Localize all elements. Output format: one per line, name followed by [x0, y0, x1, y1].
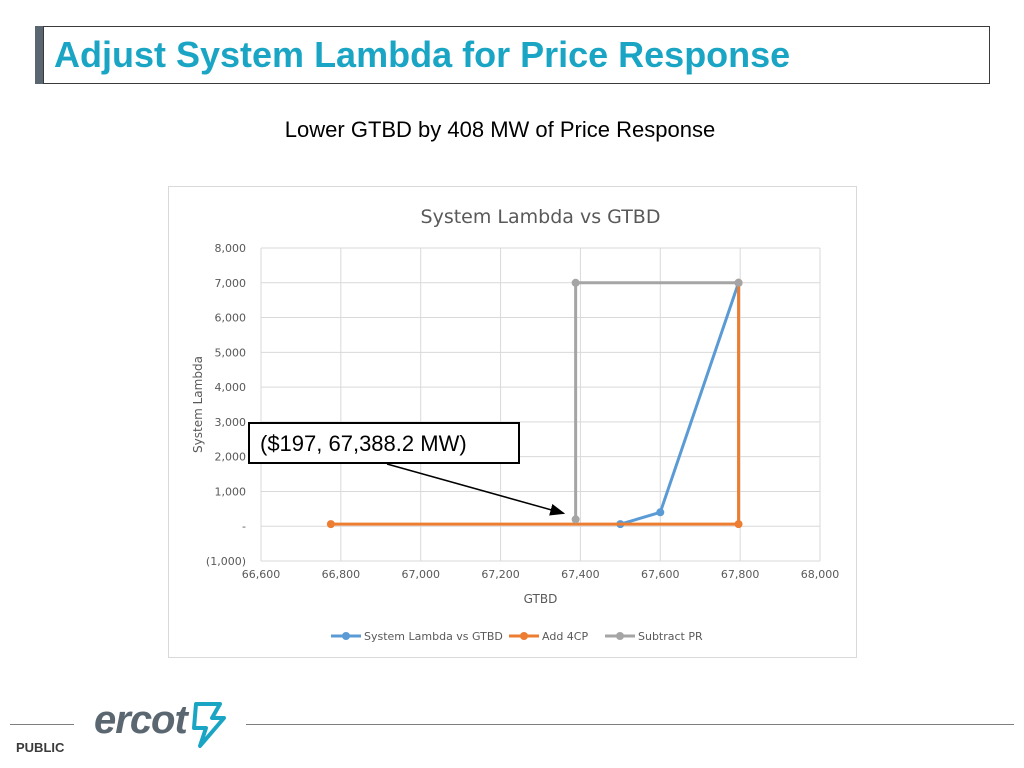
ercot-logo: ercot: [94, 698, 188, 742]
legend-label: System Lambda vs GTBD: [364, 630, 503, 643]
title-box: [43, 26, 990, 84]
annotation-callout: ($197, 67,388.2 MW): [248, 422, 520, 464]
y-tick-label: 8,000: [215, 242, 247, 255]
footer-divider-right: [246, 724, 1014, 725]
y-axis-label: System Lambda: [191, 356, 205, 453]
x-tick-label: 68,000: [801, 568, 840, 581]
annotation-arrow: [386, 463, 566, 516]
slide-title: Adjust System Lambda for Price Response: [54, 34, 791, 75]
legend-marker: [616, 632, 624, 640]
legend-label: Subtract PR: [638, 630, 703, 643]
classification-label: PUBLIC: [16, 740, 65, 755]
series-line: [574, 281, 739, 520]
y-tick-label: 7,000: [215, 277, 247, 290]
x-tick-label: 66,600: [242, 568, 281, 581]
y-tick-label: 3,000: [215, 416, 247, 429]
data-point: [734, 520, 743, 529]
data-point: [571, 278, 580, 287]
lightning-bolt-icon: [192, 702, 226, 748]
x-tick-label: 67,600: [641, 568, 680, 581]
legend-label: Add 4CP: [542, 630, 588, 643]
y-tick-label: -: [242, 520, 246, 533]
x-tick-label: 67,400: [561, 568, 600, 581]
data-point: [326, 520, 335, 529]
x-tick-label: 67,800: [721, 568, 760, 581]
data-point: [734, 278, 743, 287]
y-tick-label: 1,000: [215, 485, 247, 498]
y-tick-label: 6,000: [215, 312, 247, 325]
data-point: [571, 515, 580, 524]
x-tick-label: 67,000: [401, 568, 440, 581]
title-accent-bar: [35, 26, 43, 84]
y-tick-label: 2,000: [215, 451, 247, 464]
x-axis-label: GTBD: [524, 592, 558, 606]
chart-title: System Lambda vs GTBD: [421, 206, 661, 228]
footer-divider-left: [10, 724, 74, 725]
y-tick-label: 4,000: [215, 381, 247, 394]
y-tick-label: 5,000: [215, 346, 247, 359]
title-bar: [35, 26, 990, 84]
slide-subtitle: Lower GTBD by 408 MW of Price Response: [284, 117, 716, 142]
legend-marker: [520, 632, 528, 640]
series-line: [619, 282, 740, 526]
data-point: [656, 508, 665, 517]
legend-marker: [342, 632, 350, 640]
x-tick-label: 67,200: [481, 568, 519, 581]
x-tick-label: 66,800: [322, 568, 361, 581]
line-chart: System Lambda vs GTBD (1,000) - 1,000 2,000 3…: [191, 206, 840, 643]
y-tick-label: (1,000): [206, 555, 246, 568]
series-line: [330, 282, 741, 526]
